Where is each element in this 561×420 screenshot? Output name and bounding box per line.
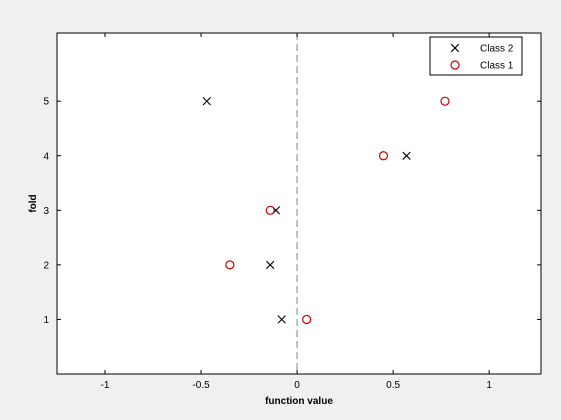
x-tick-label: -0.5: [192, 380, 210, 391]
x-marker-stroke: [277, 315, 286, 324]
legend: Class 2 Class 1: [429, 36, 523, 76]
x-marker-stroke: [450, 43, 460, 53]
x-tick-label: 0: [294, 380, 300, 391]
y-axis-label: fold: [28, 194, 39, 212]
x-axis-label: function value: [265, 396, 333, 407]
y-tick-label: 4: [43, 151, 49, 162]
class-1-point: [440, 96, 450, 106]
x-marker-stroke: [402, 151, 411, 160]
x-tick-label: 1: [486, 380, 492, 391]
axis-ticks: -1 -0.5 0 0.5 1 1 2 3 4 5: [43, 33, 541, 391]
data-points: [202, 96, 450, 325]
legend-label-class-2: Class 2: [480, 44, 514, 55]
plot-area: [56, 32, 542, 375]
y-tick-label: 1: [43, 315, 49, 326]
x-tick-label: -1: [101, 380, 110, 391]
class-1-point: [265, 205, 275, 215]
y-tick-label: 3: [43, 206, 49, 217]
legend-marker-class-1: [450, 60, 460, 70]
legend-box: [429, 36, 523, 76]
class-2-point: [277, 315, 286, 324]
y-tick-label: 5: [43, 97, 49, 108]
x-tick-label: 0.5: [386, 380, 400, 391]
x-marker-stroke: [202, 97, 211, 106]
class-1-point: [225, 260, 235, 270]
legend-label-class-1: Class 1: [480, 61, 514, 72]
class-2-point: [202, 97, 211, 106]
x-marker-stroke: [266, 260, 275, 270]
y-tick-label: 2: [43, 260, 49, 271]
class-1-point: [302, 314, 312, 325]
class-2-point: [402, 151, 411, 160]
class-2-point: [266, 260, 275, 270]
class-1-point: [378, 151, 389, 161]
legend-marker-class-2: [450, 43, 460, 53]
